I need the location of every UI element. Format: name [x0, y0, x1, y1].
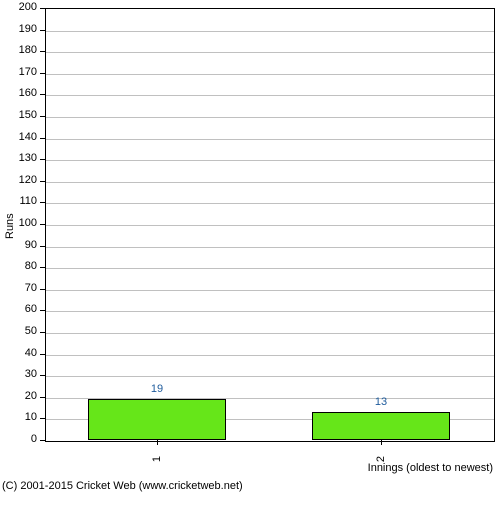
x-tick: [157, 440, 158, 445]
y-tick: [40, 224, 45, 225]
x-tick-label: 2: [375, 456, 387, 506]
y-tick: [40, 73, 45, 74]
y-tick: [40, 310, 45, 311]
gridline: [46, 74, 494, 75]
y-tick: [40, 202, 45, 203]
y-tick-label: 30: [0, 368, 37, 380]
y-tick: [40, 181, 45, 182]
y-tick: [40, 159, 45, 160]
x-tick-label: 1: [151, 456, 163, 506]
y-tick-label: 110: [0, 195, 37, 207]
y-tick-label: 50: [0, 325, 37, 337]
y-tick: [40, 289, 45, 290]
x-axis-title: Innings (oldest to newest): [193, 462, 493, 474]
gridline: [46, 139, 494, 140]
y-tick-label: 130: [0, 152, 37, 164]
y-tick: [40, 138, 45, 139]
y-tick-label: 10: [0, 411, 37, 423]
y-tick: [40, 418, 45, 419]
y-tick-label: 80: [0, 260, 37, 272]
y-tick-label: 90: [0, 239, 37, 251]
gridline: [46, 247, 494, 248]
y-tick-label: 140: [0, 131, 37, 143]
gridline: [46, 376, 494, 377]
y-tick: [40, 30, 45, 31]
bar-value-label: 13: [351, 396, 411, 408]
bar-value-label: 19: [127, 383, 187, 395]
y-tick: [40, 246, 45, 247]
y-tick: [40, 354, 45, 355]
y-tick: [40, 332, 45, 333]
plot-area: [45, 8, 495, 442]
gridline: [46, 52, 494, 53]
gridline: [46, 355, 494, 356]
y-tick-label: 200: [0, 1, 37, 13]
chart-container: Runs Innings (oldest to newest) (C) 2001…: [0, 0, 500, 500]
bar: [88, 399, 227, 440]
gridline: [46, 160, 494, 161]
y-tick: [40, 51, 45, 52]
gridline: [46, 333, 494, 334]
y-tick-label: 100: [0, 217, 37, 229]
y-tick-label: 60: [0, 303, 37, 315]
y-tick: [40, 116, 45, 117]
gridline: [46, 290, 494, 291]
y-tick-label: 120: [0, 174, 37, 186]
y-tick-label: 170: [0, 66, 37, 78]
x-tick: [381, 440, 382, 445]
y-tick-label: 0: [0, 433, 37, 445]
y-tick: [40, 94, 45, 95]
copyright-text: (C) 2001-2015 Cricket Web (www.cricketwe…: [2, 480, 243, 492]
y-tick: [40, 8, 45, 9]
y-tick-label: 40: [0, 347, 37, 359]
y-tick-label: 190: [0, 23, 37, 35]
gridline: [46, 311, 494, 312]
y-tick: [40, 375, 45, 376]
y-tick-label: 20: [0, 390, 37, 402]
gridline: [46, 95, 494, 96]
bar: [312, 412, 451, 440]
gridline: [46, 225, 494, 226]
gridline: [46, 268, 494, 269]
gridline: [46, 182, 494, 183]
gridline: [46, 117, 494, 118]
y-tick: [40, 267, 45, 268]
y-tick-label: 150: [0, 109, 37, 121]
y-tick: [40, 440, 45, 441]
y-tick-label: 70: [0, 282, 37, 294]
y-tick-label: 180: [0, 44, 37, 56]
gridline: [46, 203, 494, 204]
y-tick-label: 160: [0, 87, 37, 99]
y-tick: [40, 397, 45, 398]
gridline: [46, 31, 494, 32]
